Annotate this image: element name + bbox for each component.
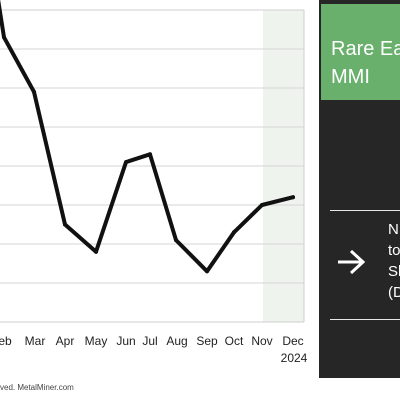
x-tick-label: Aug [166,334,187,348]
note-line-4: (D [388,284,400,301]
x-tick-label: May [85,334,108,348]
series-line [0,0,295,274]
chart-title-line-1: Rare Ea [331,38,400,60]
note-link[interactable]: N to Sh (D [330,210,400,320]
data-point-feb [2,35,6,40]
data-point-oct [232,230,236,235]
data-point-nov [260,203,264,207]
line-chart: eb Mar Apr May Jun Jul Aug Sep Oct Nov Dec 2024 [0,0,308,365]
x-tick-label: Mar [25,334,46,348]
x-tick-label: Apr [56,334,75,348]
note-line-2: to [388,242,400,259]
data-point-jul [148,152,152,157]
note-line-1: N [388,221,399,238]
x-axis-ticks: eb Mar Apr May Jun Jul Aug Sep Oct Nov Dec [0,334,304,348]
x-tick-label: Sep [196,334,218,348]
data-point-may [94,249,98,254]
x-tick-label: eb [0,334,12,348]
data-point-jun [124,160,128,165]
note-text: N to Sh (D [388,219,400,303]
year-label: 2024 [281,351,308,365]
arrow-right-icon [338,249,366,275]
footer-credit: ved. MetalMiner.com [0,383,74,392]
x-tick-label: Jun [116,334,135,348]
data-point-apr [63,222,67,227]
x-tick-label: Oct [225,334,244,348]
chart-frame: eb Mar Apr May Jun Jul Aug Sep Oct Nov Dec 2024 Ra… [0,0,400,378]
data-point-aug [174,238,178,243]
data-point-dec [291,195,295,200]
data-point-sep [205,269,209,274]
chart-title-box: Rare Ea MMI [321,4,400,100]
x-tick-label: Dec [282,334,303,348]
x-tick-label: Jul [142,334,157,348]
x-tick-label: Nov [251,334,272,348]
data-point-mar [32,89,36,94]
chart-title-line-2: MMI [331,66,370,88]
note-line-3: Sh [388,263,400,280]
